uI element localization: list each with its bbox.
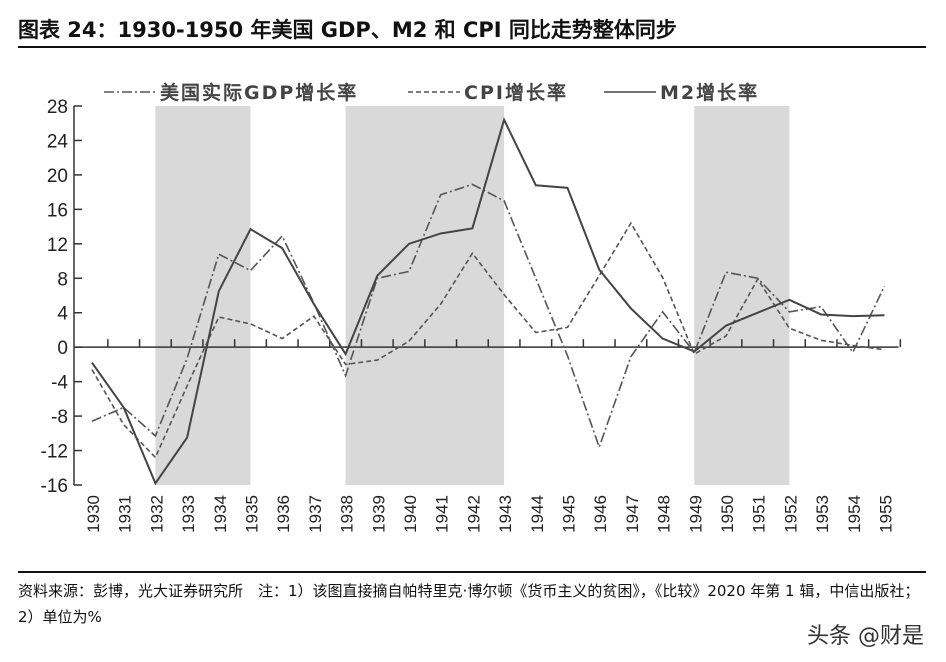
- page-title: 图表 24：1930-1950 年美国 GDP、M2 和 CPI 同比走势整体同…: [18, 18, 677, 42]
- y-tick-label: 4: [57, 304, 68, 325]
- footer-rule: [18, 571, 926, 573]
- x-tick-label: 1935: [243, 495, 262, 533]
- x-tick-label: 1950: [718, 495, 737, 533]
- x-tick-label: 1932: [147, 495, 166, 533]
- x-tick-label: 1946: [591, 495, 610, 533]
- legend-label: 美国实际GDP增长率: [160, 81, 358, 104]
- watermark: 头条 @财是: [807, 624, 924, 649]
- x-tick-label: 1949: [686, 495, 705, 533]
- shaded-period: [155, 106, 251, 485]
- source-note: 资料来源：彭博，光大证券研究所 注：1）该图直接摘自帕特里克·博尔顿《货币主义的…: [18, 582, 920, 626]
- legend-label: CPI增长率: [464, 81, 568, 104]
- x-tick-label: 1942: [464, 495, 483, 533]
- series-line-2: [91, 117, 885, 486]
- x-tick-label: 1938: [338, 495, 357, 533]
- x-tick-label: 1953: [813, 495, 832, 533]
- y-tick-label: -12: [41, 442, 68, 463]
- y-tick-label: 12: [47, 235, 68, 256]
- x-tick-label: 1934: [211, 495, 230, 533]
- line-chart: 28 24 20 16 12 8 4 0 -4 -8 -12 -16 1930 1931 1932 1933 1…: [41, 81, 902, 533]
- x-tick-label: 1941: [433, 495, 452, 533]
- x-tick-label: 1931: [116, 495, 135, 533]
- y-tick-label: 0: [57, 338, 68, 359]
- x-tick-label: 1933: [179, 495, 198, 533]
- y-tick-label: 8: [57, 269, 68, 290]
- series-line-1: [91, 221, 885, 459]
- x-tick-label: 1940: [401, 495, 420, 533]
- y-tick-label: 16: [47, 200, 68, 221]
- x-tick-label: 1936: [274, 495, 293, 533]
- x-tick-label: 1947: [623, 495, 642, 533]
- x-tick-label: 1955: [877, 495, 896, 533]
- y-tick-label: 24: [47, 131, 69, 152]
- x-tick-label: 1954: [845, 495, 864, 533]
- y-tick-label: -8: [51, 407, 68, 428]
- series-line-0: [91, 183, 886, 450]
- y-tick-label: 28: [47, 97, 68, 118]
- y-tick-label: -4: [51, 373, 68, 394]
- x-tick-label: 1944: [528, 495, 547, 533]
- x-tick-label: 1930: [84, 495, 103, 533]
- x-tick-label: 1945: [560, 495, 579, 533]
- x-tick-label: 1951: [750, 495, 769, 533]
- title-rule: [18, 46, 926, 48]
- x-tick-label: 1943: [496, 495, 515, 533]
- x-tick-label: 1937: [306, 495, 325, 533]
- x-tick-label: 1939: [369, 495, 388, 533]
- y-tick-label: -16: [41, 476, 68, 497]
- y-tick-label: 20: [47, 166, 68, 187]
- x-tick-label: 1952: [781, 495, 800, 533]
- x-tick-label: 1948: [655, 495, 674, 533]
- legend-label: M2增长率: [660, 81, 759, 104]
- shaded-period: [694, 106, 790, 485]
